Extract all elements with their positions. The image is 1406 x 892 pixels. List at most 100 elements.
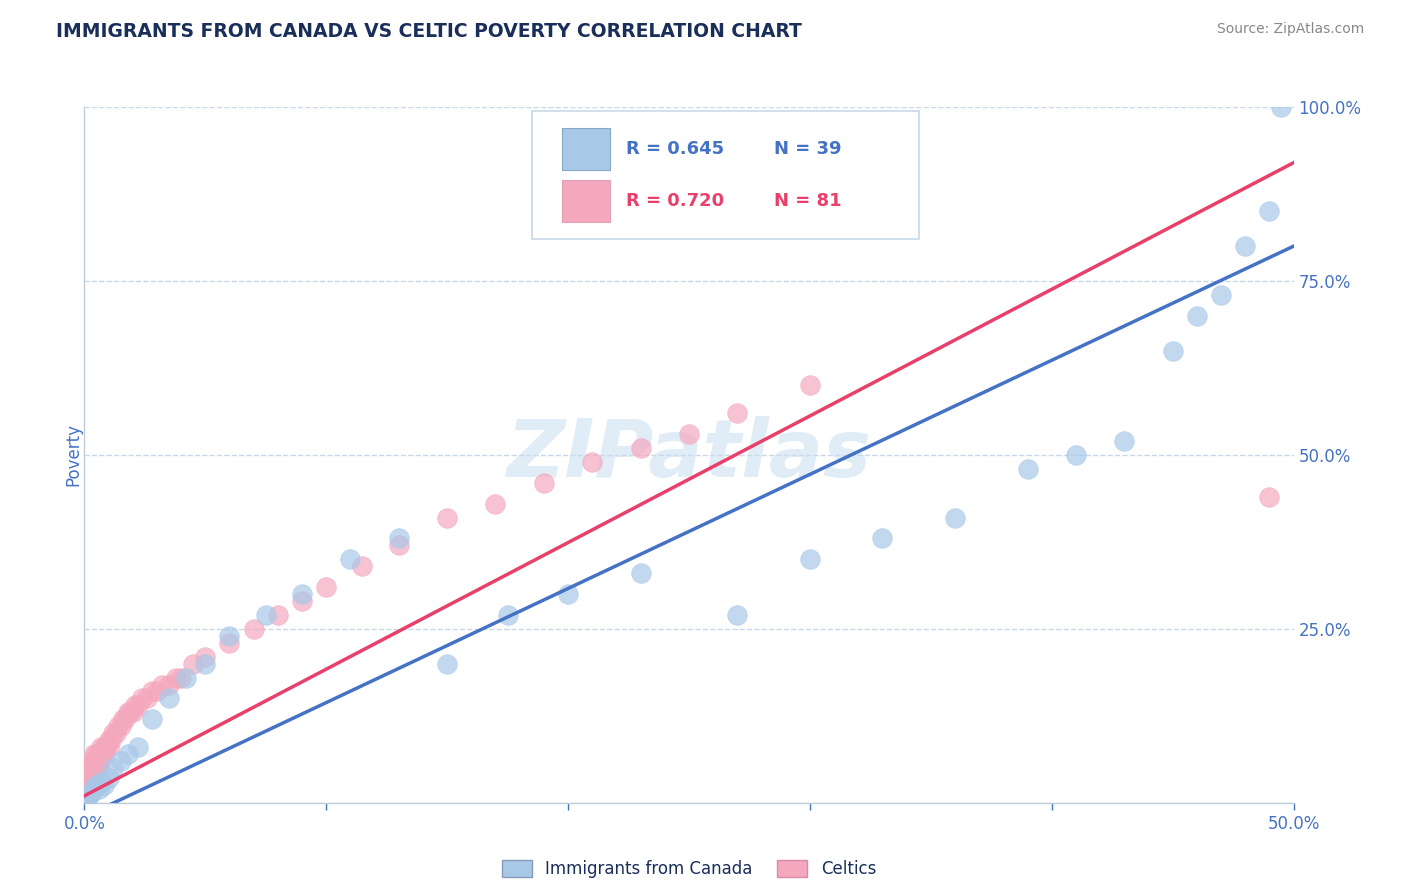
Point (315, 580, 337, 594)
Y-axis label: Poverty: Poverty (65, 424, 82, 486)
Point (77, 772, 100, 786)
Point (218, 636, 240, 650)
Text: N = 81: N = 81 (773, 192, 841, 210)
Point (80, 775, 103, 789)
Point (90, 740, 112, 755)
FancyBboxPatch shape (531, 111, 918, 239)
Point (339, 552, 361, 566)
Point (97, 733, 120, 747)
Point (581, 455, 603, 469)
Point (1064, 448, 1087, 462)
Point (1185, 309, 1208, 323)
Point (77, 789, 100, 803)
Point (87, 781, 110, 796)
Point (76, 772, 98, 786)
Point (80, 761, 103, 775)
Point (83, 775, 105, 789)
Point (157, 677, 180, 691)
Point (141, 684, 163, 698)
Point (77, 775, 100, 789)
Point (127, 698, 149, 713)
Point (76, 768, 98, 782)
Point (76, 785, 98, 799)
Point (267, 607, 290, 622)
Point (86, 778, 108, 792)
Point (80, 754, 103, 768)
Point (97, 772, 120, 786)
Point (436, 657, 458, 671)
Point (141, 712, 163, 726)
Point (799, 378, 821, 392)
Point (1161, 343, 1184, 358)
Point (291, 587, 314, 601)
Point (242, 622, 264, 636)
Point (90, 747, 112, 761)
Point (80, 781, 103, 796)
Point (76, 789, 98, 803)
Point (87, 747, 110, 761)
Point (388, 538, 411, 552)
Point (943, 510, 966, 524)
Point (87, 754, 110, 768)
Point (94, 740, 117, 755)
Point (112, 712, 135, 726)
Point (194, 657, 217, 671)
Point (725, 607, 748, 622)
Text: R = 0.720: R = 0.720 (626, 192, 724, 210)
Point (124, 698, 146, 713)
Point (388, 532, 411, 546)
Point (86, 747, 108, 761)
Point (799, 552, 821, 566)
Point (533, 475, 555, 490)
Point (157, 691, 180, 706)
Point (83, 781, 105, 796)
Point (90, 775, 112, 789)
Point (181, 657, 204, 671)
Point (127, 740, 149, 755)
Point (110, 719, 132, 733)
Point (291, 594, 314, 608)
Point (77, 785, 100, 799)
Point (678, 427, 700, 442)
Point (77, 781, 100, 796)
Point (87, 761, 110, 775)
Point (100, 733, 122, 747)
Point (194, 649, 217, 664)
Point (86, 754, 108, 768)
Point (90, 754, 112, 768)
Point (77, 761, 100, 775)
Point (725, 406, 748, 420)
FancyBboxPatch shape (562, 180, 610, 222)
Point (80, 778, 103, 792)
Point (80, 772, 103, 786)
Point (1017, 462, 1039, 476)
Point (170, 671, 193, 685)
Text: R = 0.645: R = 0.645 (626, 140, 724, 158)
Point (117, 706, 139, 720)
Point (86, 768, 108, 782)
Point (1209, 288, 1232, 302)
Point (1258, 490, 1281, 504)
Point (77, 778, 100, 792)
Point (630, 441, 652, 455)
Point (76, 781, 98, 796)
Point (86, 761, 108, 775)
Point (83, 754, 105, 768)
Point (117, 747, 139, 761)
Point (93, 740, 115, 755)
Text: N = 39: N = 39 (773, 140, 841, 158)
Point (557, 587, 579, 601)
Point (146, 684, 169, 698)
FancyBboxPatch shape (562, 128, 610, 169)
Point (104, 726, 127, 740)
Point (1258, 204, 1281, 219)
Text: ZIPatlas: ZIPatlas (506, 416, 872, 494)
Point (218, 629, 240, 643)
Point (83, 768, 105, 782)
Point (136, 691, 159, 706)
Point (436, 510, 458, 524)
Point (131, 691, 153, 706)
Point (83, 761, 105, 775)
Point (76, 778, 98, 792)
Point (80, 785, 103, 799)
